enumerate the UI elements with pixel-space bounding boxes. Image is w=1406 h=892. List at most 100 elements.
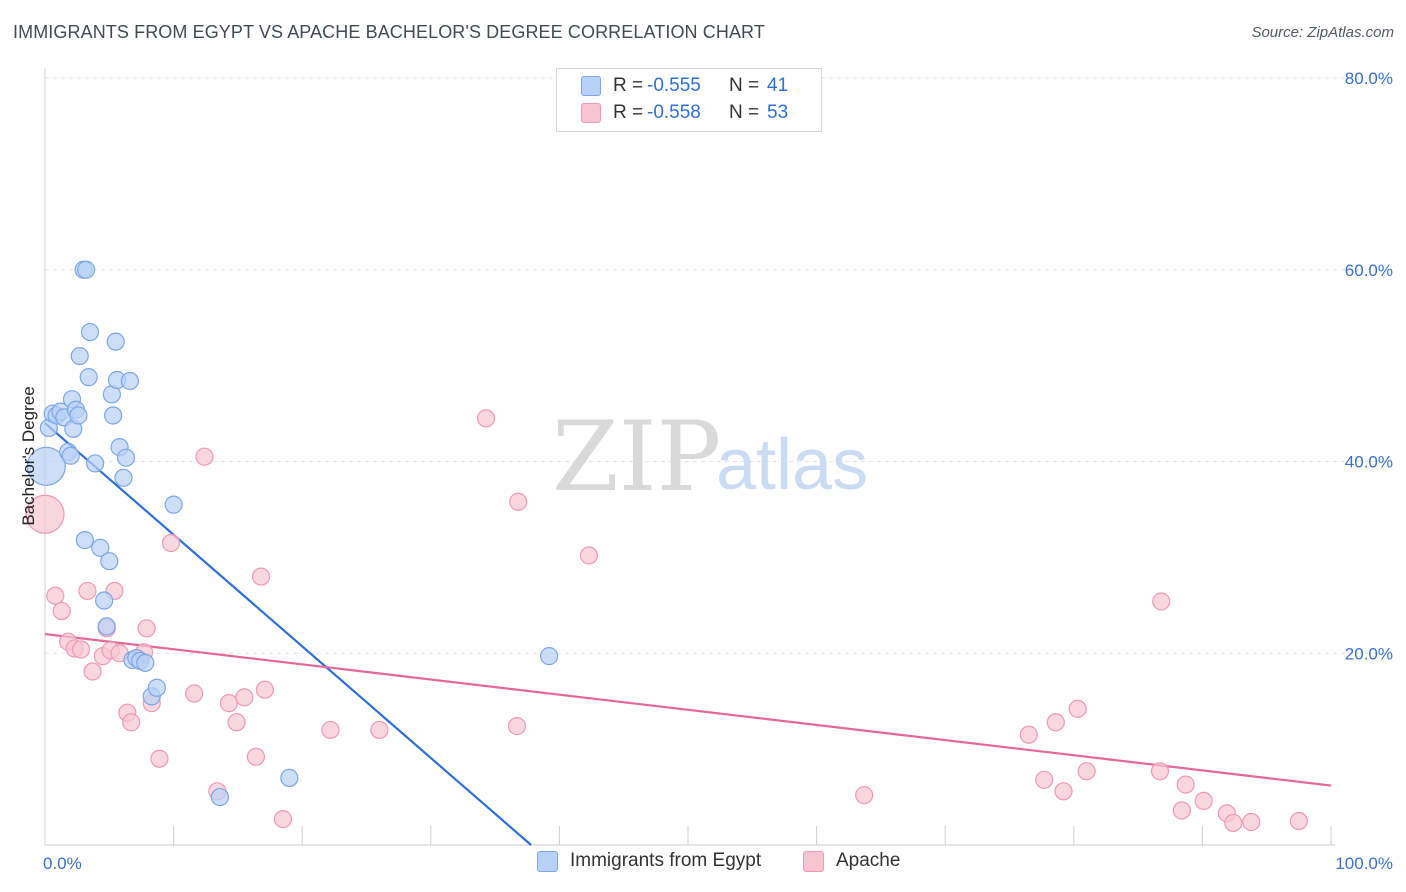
- legend-swatch-egypt: [581, 76, 601, 96]
- apache-point: [1068, 699, 1087, 718]
- apache-point: [1152, 592, 1171, 611]
- egypt-points: [26, 260, 559, 807]
- apache-trend-line: [44, 632, 1332, 787]
- apache-point: [25, 494, 65, 534]
- egypt-point: [104, 406, 123, 425]
- apache-point: [83, 662, 102, 681]
- egypt-point: [97, 617, 116, 636]
- egypt-point: [77, 260, 96, 279]
- apache-point: [219, 694, 238, 713]
- apache-point: [1176, 775, 1195, 794]
- apache-point: [1046, 713, 1065, 732]
- egypt-point: [86, 454, 105, 473]
- axis-labels: 20.0% 40.0% 60.0% 80.0% 0.0% 100.0% Bachelor's…: [19, 69, 1393, 873]
- legend-row-apache: R = -0.558 N = 53: [581, 101, 788, 125]
- apache-point: [1172, 801, 1191, 820]
- correlation-legend: R = -0.555 N = 41 R = -0.558 N = 53: [556, 68, 822, 132]
- apache-point: [137, 619, 156, 638]
- apache-point: [235, 688, 254, 707]
- egypt-point: [100, 552, 119, 571]
- apache-point: [1054, 782, 1073, 801]
- trend-lines: [44, 422, 1332, 846]
- apache-point: [150, 749, 169, 768]
- apache-point: [476, 409, 496, 428]
- x-tick-label: 0.0%: [43, 854, 82, 873]
- apache-point: [195, 447, 214, 466]
- apache-point: [1289, 811, 1308, 831]
- egypt-point: [136, 653, 155, 672]
- apache-point: [370, 720, 389, 740]
- egypt-point: [164, 495, 183, 514]
- egypt-point: [120, 371, 139, 391]
- egypt-trend-line: [44, 422, 532, 846]
- egypt-point: [280, 768, 299, 787]
- legend-swatch-egypt: [537, 850, 558, 872]
- apache-point: [78, 581, 97, 601]
- apache-point: [255, 680, 275, 699]
- egypt-point: [80, 322, 100, 342]
- apache-point: [321, 720, 340, 740]
- egypt-point: [116, 448, 136, 467]
- egypt-point: [26, 446, 66, 486]
- apache-point: [1224, 813, 1243, 833]
- legend-r-value: -0.555: [647, 75, 701, 96]
- apache-point: [251, 567, 271, 586]
- legend-n-label: N =: [729, 102, 760, 123]
- y-axis-title: Bachelor's Degree: [19, 386, 38, 525]
- apache-point: [507, 717, 527, 736]
- legend-r-label: R =: [613, 102, 644, 123]
- apache-point: [71, 640, 91, 659]
- egypt-point: [147, 678, 166, 697]
- legend-n-value: 53: [767, 102, 789, 123]
- legend-r-label: R =: [613, 75, 644, 96]
- legend-swatch-apache: [581, 103, 601, 123]
- y-tick-label: 60.0%: [1345, 261, 1393, 280]
- y-tick-label: 20.0%: [1345, 644, 1393, 663]
- apache-point: [1150, 762, 1170, 781]
- apache-point: [273, 810, 293, 829]
- egypt-point: [79, 368, 98, 387]
- apache-point: [227, 713, 246, 732]
- apache-point: [1077, 762, 1096, 781]
- apache-point: [509, 492, 528, 511]
- apache-point: [185, 684, 204, 703]
- legend-item-apache: Apache: [803, 850, 900, 872]
- legend-n-label: N =: [729, 75, 760, 96]
- legend-r-value: -0.558: [647, 102, 701, 123]
- egypt-point: [114, 468, 133, 487]
- watermark-zip: ZIP: [552, 401, 721, 513]
- watermark: ZIP atlas: [552, 401, 868, 513]
- apache-point: [1019, 725, 1038, 744]
- egypt-point: [95, 591, 114, 610]
- watermark-atlas: atlas: [716, 425, 868, 505]
- legend-n-value: 41: [767, 75, 789, 96]
- legend-label-apache: Apache: [836, 850, 901, 871]
- apache-point: [579, 546, 599, 565]
- apache-point: [855, 786, 874, 805]
- egypt-point: [75, 531, 94, 550]
- apache-points: [25, 409, 1308, 833]
- legend-swatch-apache: [803, 850, 824, 872]
- egypt-point: [106, 332, 125, 351]
- series-legend: Immigrants from Egypt Apache: [0, 850, 1406, 878]
- gridlines: [45, 77, 1392, 654]
- apache-point: [1242, 812, 1261, 832]
- y-tick-label: 40.0%: [1345, 453, 1393, 472]
- x-tick-label: 100.0%: [1335, 854, 1393, 873]
- apache-point: [52, 601, 71, 621]
- source-label: Source: ZipAtlas.com: [1251, 24, 1394, 41]
- apache-point: [161, 533, 181, 553]
- egypt-point: [69, 406, 88, 425]
- egypt-point: [61, 446, 80, 465]
- apache-point: [246, 747, 266, 766]
- chart-title: IMMIGRANTS FROM EGYPT VS APACHE BACHELOR…: [13, 22, 765, 42]
- legend-row-egypt: R = -0.555 N = 41: [581, 74, 788, 98]
- apache-point: [1194, 791, 1213, 810]
- legend-label-egypt: Immigrants from Egypt: [570, 850, 762, 871]
- apache-point: [122, 713, 141, 732]
- legend-item-egypt: Immigrants from Egypt: [537, 850, 761, 872]
- apache-point: [1035, 770, 1054, 789]
- egypt-point: [91, 538, 110, 557]
- egypt-point: [540, 647, 559, 666]
